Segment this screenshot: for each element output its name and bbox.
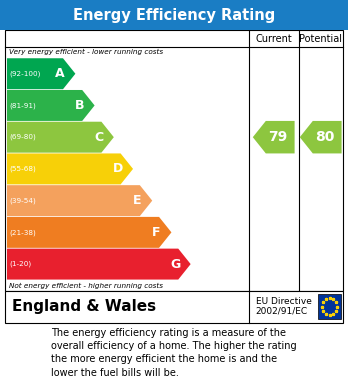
Bar — [5, 291, 343, 323]
Text: (55-68): (55-68) — [10, 166, 37, 172]
Text: E: E — [133, 194, 141, 207]
Polygon shape — [253, 121, 295, 153]
Polygon shape — [7, 217, 172, 248]
Bar — [5, 30, 343, 291]
Bar — [0, 0, 348, 30]
Text: 2002/91/EC: 2002/91/EC — [256, 307, 308, 316]
Text: (39-54): (39-54) — [10, 197, 37, 204]
Text: Very energy efficient - lower running costs: Very energy efficient - lower running co… — [9, 49, 163, 55]
Polygon shape — [300, 121, 342, 153]
Bar — [318, 294, 341, 319]
Text: EU Directive: EU Directive — [256, 297, 312, 307]
Text: Not energy efficient - higher running costs: Not energy efficient - higher running co… — [9, 283, 163, 289]
Text: B: B — [75, 99, 84, 112]
Text: (69-80): (69-80) — [10, 134, 37, 140]
Polygon shape — [7, 249, 191, 280]
Text: Energy Efficiency Rating: Energy Efficiency Rating — [73, 7, 275, 23]
Polygon shape — [7, 153, 133, 185]
Text: The energy efficiency rating is a measure of the
overall efficiency of a home. T: The energy efficiency rating is a measur… — [51, 328, 297, 378]
Polygon shape — [7, 185, 152, 216]
Text: Current: Current — [255, 34, 292, 44]
Text: 79: 79 — [268, 130, 287, 144]
Polygon shape — [7, 90, 95, 121]
Text: (92-100): (92-100) — [10, 70, 41, 77]
Polygon shape — [7, 58, 76, 89]
Text: Potential: Potential — [299, 34, 342, 44]
Text: D: D — [113, 162, 123, 176]
Text: (21-38): (21-38) — [10, 229, 37, 236]
Text: (81-91): (81-91) — [10, 102, 37, 109]
Text: England & Wales: England & Wales — [12, 299, 156, 314]
Text: C: C — [94, 131, 103, 143]
Text: 80: 80 — [315, 130, 334, 144]
Polygon shape — [7, 122, 114, 152]
Text: A: A — [55, 67, 65, 80]
Text: G: G — [171, 258, 181, 271]
Text: (1-20): (1-20) — [10, 261, 32, 267]
Text: F: F — [152, 226, 160, 239]
